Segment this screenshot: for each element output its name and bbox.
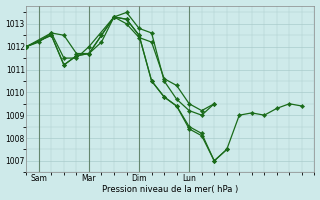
X-axis label: Pression niveau de la mer( hPa ): Pression niveau de la mer( hPa ) xyxy=(102,185,238,194)
